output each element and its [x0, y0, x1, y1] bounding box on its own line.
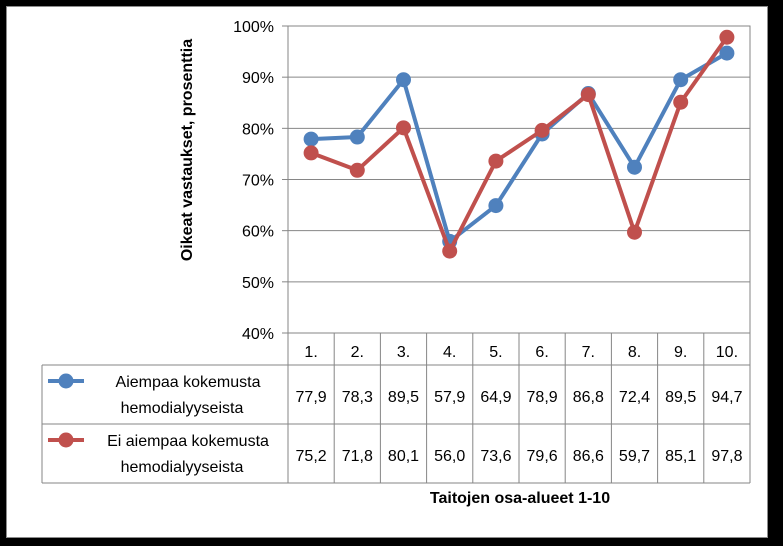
- x-category-label: 2.: [351, 344, 364, 361]
- legend-marker: [58, 432, 74, 448]
- data-label: 89,5: [665, 389, 696, 406]
- data-point: [627, 224, 642, 240]
- data-point: [673, 72, 689, 88]
- legend-label: hemodialyyseista: [121, 459, 244, 476]
- data-label: 86,8: [573, 389, 604, 406]
- data-label: 59,7: [619, 448, 650, 465]
- x-category-label: 8.: [628, 344, 641, 361]
- x-category-label: 9.: [674, 344, 687, 361]
- legend-label: hemodialyyseista: [121, 400, 244, 417]
- y-tick-label: 50%: [242, 275, 274, 292]
- data-label: 75,2: [296, 448, 327, 465]
- y-tick-label: 70%: [242, 173, 274, 190]
- data-label: 57,9: [434, 389, 465, 406]
- series-line: [310, 36, 729, 254]
- data-label: 97,8: [711, 448, 742, 465]
- data-label: 77,9: [296, 389, 327, 406]
- data-label: 72,4: [619, 389, 650, 406]
- data-table: 1. 2. 3. 4. 5. 6. 7. 8. 9. 10. Aiempaa kokemusta he…: [41, 333, 751, 484]
- series-2: [303, 29, 735, 259]
- data-point: [396, 72, 411, 88]
- y-tick-label: 90%: [242, 70, 274, 87]
- y-tick-label: 60%: [242, 224, 274, 241]
- series-lines: [303, 29, 735, 259]
- data-label: 64,9: [480, 389, 511, 406]
- x-category-label: 6.: [535, 344, 548, 361]
- x-category-label: 5.: [489, 344, 502, 361]
- data-point: [534, 122, 550, 138]
- x-category-label: 4.: [443, 344, 456, 361]
- data-point: [303, 131, 319, 147]
- data-label: 86,6: [573, 448, 604, 465]
- legend-label: Ei aiempaa kokemusta: [107, 433, 269, 450]
- x-category-label: 3.: [397, 344, 410, 361]
- y-axis-title: Oikeat vastaukset, prosenttia: [179, 39, 196, 261]
- legend-marker: [58, 373, 74, 389]
- data-point: [303, 145, 319, 161]
- data-label: 85,1: [665, 448, 696, 465]
- data-point: [396, 120, 411, 136]
- series-line: [311, 51, 728, 244]
- data-label: 89,5: [388, 389, 419, 406]
- x-axis-title: Taitojen osa-alueet 1-10: [430, 490, 610, 507]
- data-point: [719, 45, 735, 61]
- data-label: 78,9: [527, 389, 558, 406]
- data-point: [349, 129, 365, 145]
- data-point: [349, 162, 365, 178]
- data-label: 71,8: [342, 448, 373, 465]
- data-point: [488, 153, 504, 169]
- data-point: [442, 243, 458, 259]
- data-point: [719, 29, 735, 45]
- data-point: [673, 94, 689, 110]
- data-label: 78,3: [342, 389, 373, 406]
- data-label: 94,7: [711, 389, 742, 406]
- y-tick-label: 100%: [233, 19, 274, 36]
- data-label: 79,6: [527, 448, 558, 465]
- data-point: [580, 87, 596, 103]
- y-tick-label: 80%: [242, 121, 274, 138]
- y-tick-label: 40%: [242, 326, 274, 343]
- data-point: [627, 159, 642, 175]
- legend-label: Aiempaa kokemusta: [116, 374, 261, 391]
- data-label: 73,6: [480, 448, 511, 465]
- x-category-label: 10.: [716, 344, 738, 361]
- data-point: [488, 198, 504, 214]
- y-axis-ticks: 40% 50% 60% 70% 80% 90% 100%: [233, 19, 274, 343]
- x-category-label: 1.: [304, 344, 317, 361]
- data-label: 80,1: [388, 448, 419, 465]
- x-category-label: 7.: [582, 344, 595, 361]
- data-label: 56,0: [434, 448, 465, 465]
